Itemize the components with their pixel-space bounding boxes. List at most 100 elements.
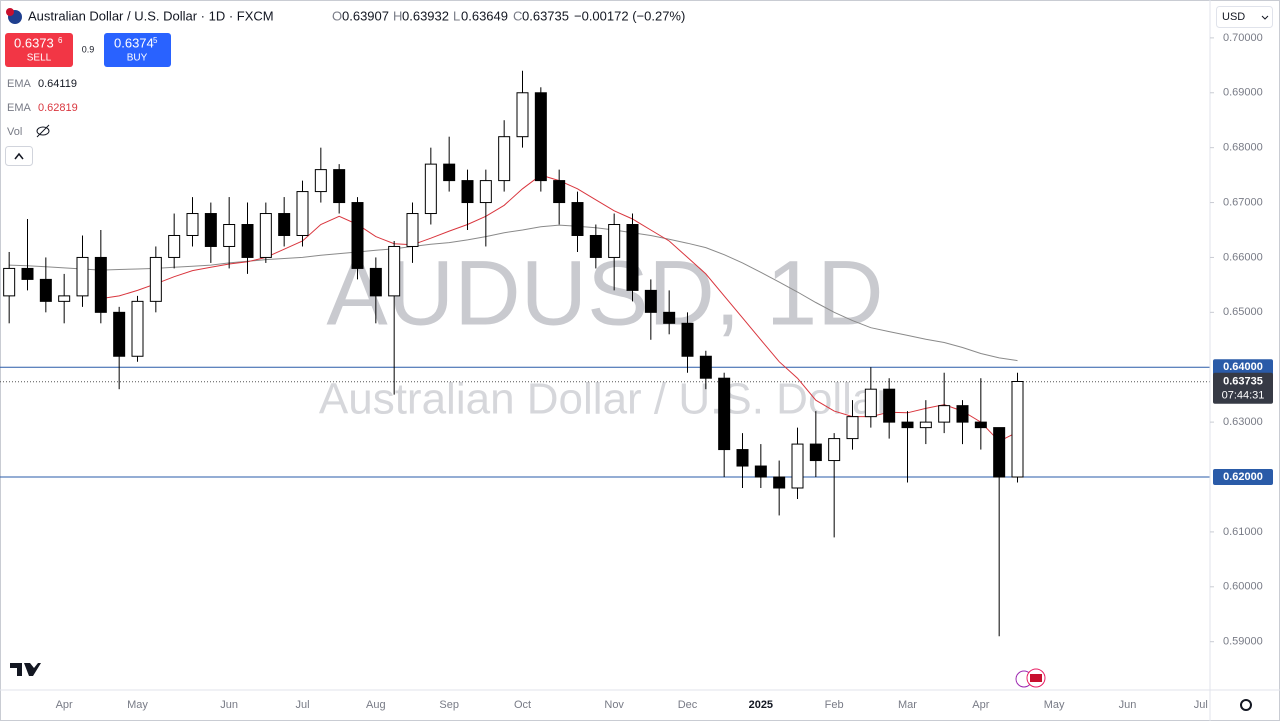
candle-body [94, 256, 107, 313]
buy-pip[interactable]: 5 [153, 36, 158, 45]
candle-body [113, 311, 126, 357]
ema-line [9, 224, 1018, 362]
candle-body [901, 421, 914, 429]
buy-label[interactable]: BUY [127, 53, 148, 64]
hidden-icon[interactable] [36, 126, 50, 136]
volume-label[interactable]: Vol [7, 126, 22, 138]
candle-body [1011, 381, 1024, 478]
indicator-name[interactable]: EMA [7, 78, 32, 90]
watermark-subtitle: Australian Dollar / U.S. Dollar [319, 375, 891, 424]
hidden-icon-slash[interactable] [36, 124, 50, 138]
x-tick-label: Nov [604, 699, 624, 711]
candle-body [406, 213, 419, 247]
candle-body [498, 136, 511, 182]
candle-body [424, 163, 437, 215]
collapse-arrow[interactable] [14, 152, 24, 160]
buy-price[interactable]: 0.6374 [114, 35, 154, 50]
candle-body [553, 180, 566, 204]
ohlc-value: 0.63932 [402, 8, 449, 23]
candle-body [791, 443, 804, 489]
sell-button-bg[interactable] [5, 33, 73, 67]
ohlc-value: 0.63907 [342, 8, 389, 23]
collapse-legend[interactable] [5, 146, 33, 166]
candle-body [241, 224, 254, 258]
y-tick-label: 0.65000 [1223, 306, 1263, 318]
candle-body [919, 421, 932, 429]
event-flag [1030, 674, 1042, 682]
x-tick-label: Jul [1194, 699, 1208, 711]
candle-body [351, 202, 364, 269]
candle-body [864, 388, 877, 418]
currency-selector[interactable]: USD [1216, 6, 1273, 28]
candle-body [699, 355, 712, 379]
buy-button-bg[interactable] [104, 33, 171, 67]
candle-body [259, 213, 272, 258]
currency-caret[interactable] [1261, 15, 1269, 20]
candle-body [516, 92, 529, 138]
ohlc-value: 0.63649 [461, 8, 508, 23]
candle-body [608, 224, 621, 258]
y-tick-label: 0.69000 [1223, 87, 1263, 99]
settings-icon[interactable] [1240, 699, 1252, 711]
countdown: 07:44:31 [1222, 390, 1265, 402]
currency-box[interactable] [1216, 6, 1273, 28]
candle-body [186, 213, 199, 236]
candle-body [589, 234, 602, 258]
x-tick-label: Apr [56, 699, 73, 711]
candle-body [149, 256, 162, 302]
header: Australian Dollar / U.S. Dollar · 1D · F… [6, 8, 685, 24]
candle-body [3, 267, 16, 297]
price-label: 0.62000 [1223, 471, 1263, 483]
x-tick-label: Dec [678, 699, 698, 711]
candle-body [773, 476, 786, 489]
candle-body [58, 295, 71, 302]
candle-body [718, 377, 731, 451]
x-tick-label: May [1044, 699, 1065, 711]
watermark: AUDUSD, 1D Australian Dollar / U.S. Doll… [319, 242, 891, 423]
sell-pip[interactable]: 6 [58, 36, 63, 45]
sell-price[interactable]: 0.6373 [14, 35, 54, 50]
candle-body [663, 311, 676, 324]
x-tick-label: Feb [825, 699, 844, 711]
y-tick-label: 0.60000 [1223, 581, 1263, 593]
x-tick-label: Oct [514, 699, 531, 711]
y-tick-label: 0.59000 [1223, 636, 1263, 648]
price-label-box [1213, 359, 1273, 376]
candle-body [754, 465, 767, 478]
logo[interactable] [10, 663, 41, 676]
ohlc-label: O [332, 8, 342, 23]
candle-body [534, 92, 547, 182]
ohlc-label: C [513, 8, 522, 23]
candle-body [644, 289, 657, 313]
plot-area [0, 70, 1210, 637]
candle-body [278, 213, 291, 236]
x-tick-label: Sep [439, 699, 459, 711]
x-tick-label: Jun [220, 699, 238, 711]
buy-button[interactable]: 0.6374 5 BUY [104, 33, 171, 67]
sell-button[interactable]: 0.6373 6 SELL [5, 33, 73, 67]
x-tick-label: Aug [366, 699, 386, 711]
ohlc-value: 0.63735 [522, 8, 569, 23]
symbol-title: Australian Dollar / U.S. Dollar · 1D · F… [28, 8, 274, 23]
currency[interactable]: USD [1222, 11, 1245, 23]
y-tick-label: 0.70000 [1223, 32, 1263, 44]
candle-body [314, 169, 327, 193]
indicator-name[interactable]: EMA [7, 102, 32, 114]
candle-body [828, 438, 841, 462]
sell-label[interactable]: SELL [27, 53, 52, 64]
candle-body [461, 180, 474, 204]
candle-body [736, 449, 749, 467]
x-tick-label: 2025 [749, 699, 773, 711]
indicator-value: 0.64119 [38, 78, 77, 90]
candle-body [883, 388, 896, 423]
candle-body [956, 405, 969, 423]
candle-body [479, 180, 492, 204]
watermark-title: AUDUSD, 1D [326, 242, 883, 344]
y-tick-label: 0.61000 [1223, 526, 1263, 538]
ohlc-label: H [393, 8, 402, 23]
x-tick-label: Mar [898, 699, 917, 711]
x-tick-label: Jul [295, 699, 309, 711]
candle-body [443, 163, 456, 182]
